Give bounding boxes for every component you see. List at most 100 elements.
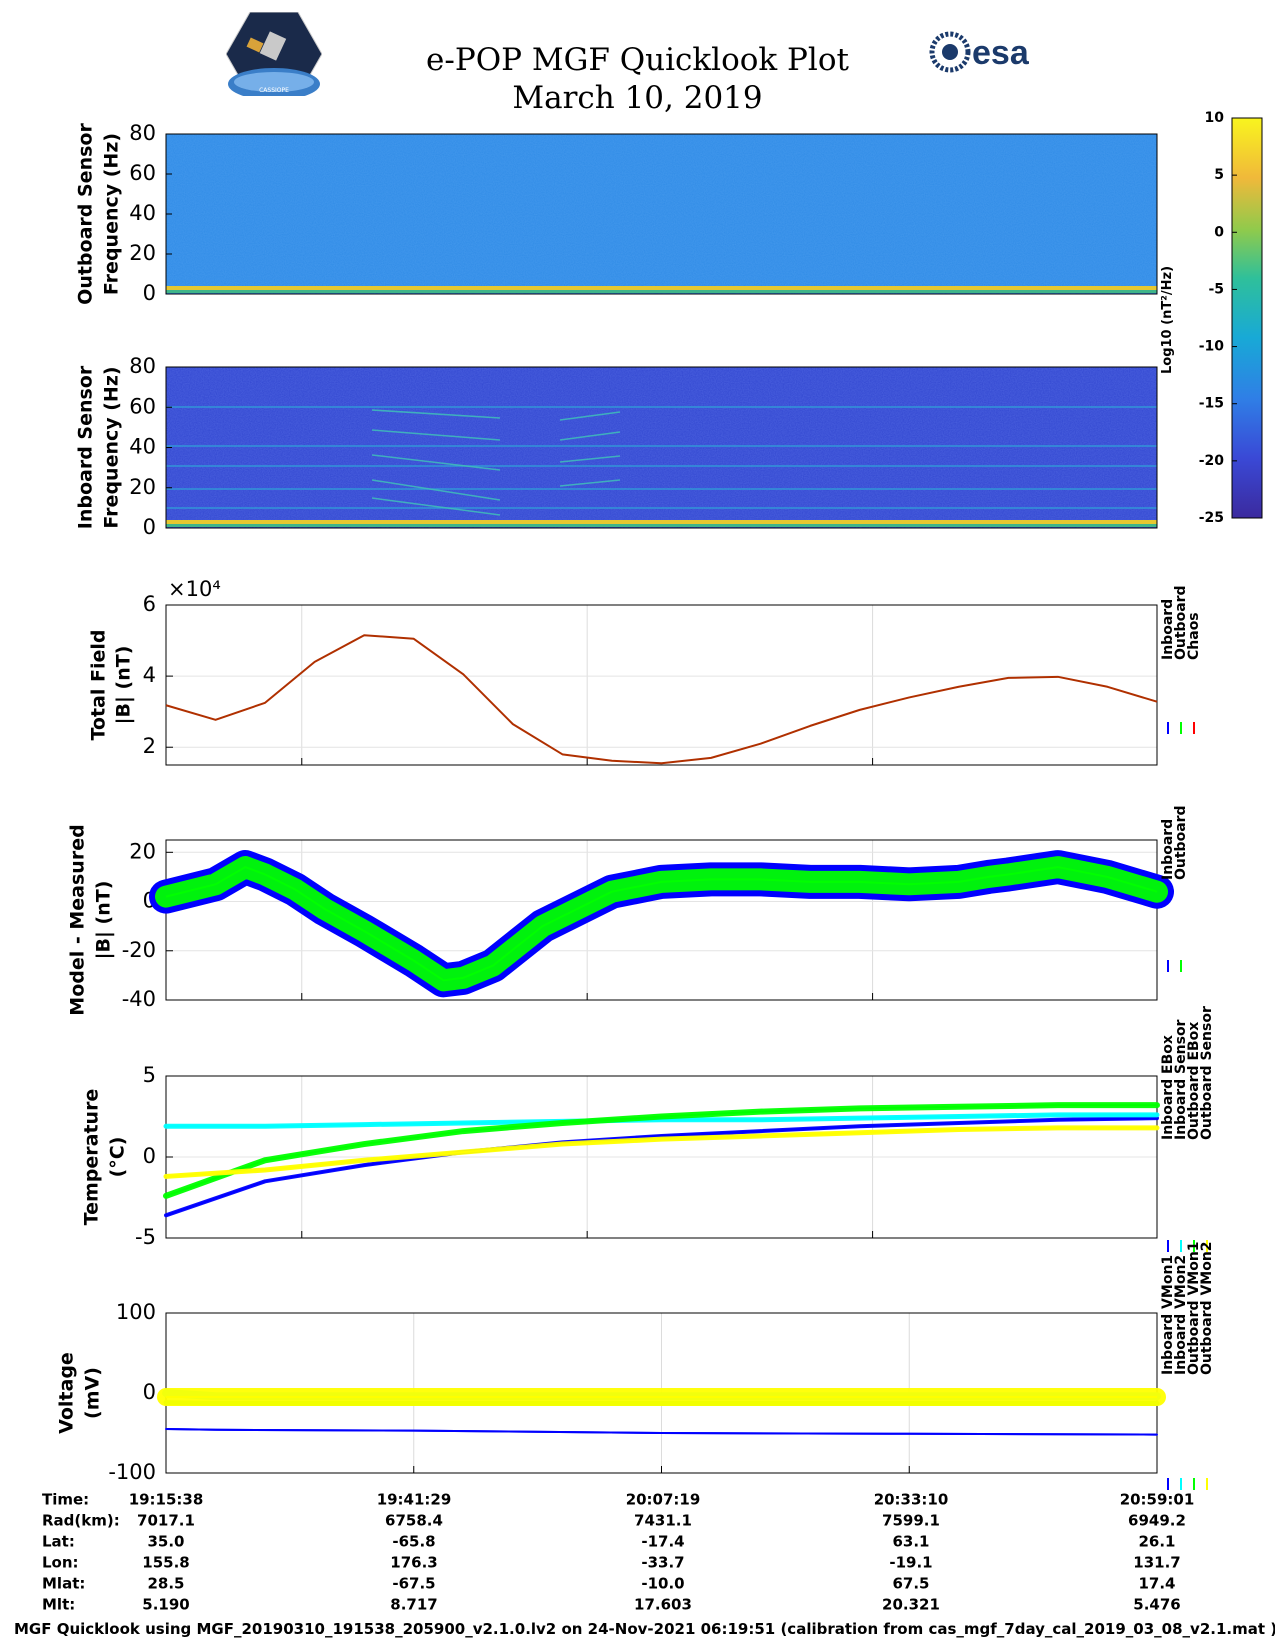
y-axis-label: Inboard Sensor	[75, 365, 97, 529]
table-cell: 63.1	[892, 1533, 929, 1551]
plot-frame	[165, 604, 1158, 766]
table-cell: 17.4	[1138, 1575, 1175, 1593]
footer-caption: MGF Quicklook using MGF_20190310_191538_…	[14, 1620, 1275, 1638]
y-axis-label: (mV)	[82, 1367, 104, 1419]
table-cell: -67.5	[392, 1575, 435, 1593]
y-axis-exponent: ×10⁴	[168, 577, 221, 601]
y-tick-label: -100	[108, 1460, 156, 1484]
y-tick-label: 40	[129, 435, 156, 459]
table-cell: 5.190	[142, 1596, 189, 1614]
y-tick-label: 80	[129, 121, 156, 145]
y-tick-label: -40	[122, 987, 156, 1011]
cassiope-logo: CASSIOPE	[226, 12, 322, 96]
y-tick-label: 0	[143, 281, 156, 305]
y-tick-label: 20	[129, 839, 156, 863]
colorbar-tick-label: 0	[1214, 224, 1224, 240]
legend-label: Inboard Sensor	[1173, 1019, 1189, 1140]
y-axis-label: Temperature	[81, 1089, 103, 1226]
outboard-spectrogram-panel: 0 20 40 60 80 Outboard Sensor Frequency (Hz)	[75, 121, 1158, 305]
table-cell: 19:41:29	[377, 1491, 452, 1509]
y-axis-label: Total Field	[88, 629, 110, 740]
table-cell: -65.8	[392, 1533, 435, 1551]
table-row-label: Mlat:	[42, 1575, 85, 1593]
y-tick-label: 40	[129, 201, 156, 225]
table-cell: -33.7	[641, 1554, 684, 1572]
legend-label: Inboard VMon1	[1160, 1255, 1176, 1375]
table-row-label: Lon:	[42, 1554, 79, 1572]
y-tick-label: 0	[143, 515, 156, 539]
y-axis-label: Frequency (Hz)	[101, 133, 123, 295]
legend-label: Outboard VMon2	[1199, 1241, 1215, 1375]
colorbar: 10 5 0 -5 -10 -15 -20 -25 Log10 (nT²/Hz)	[1160, 110, 1263, 526]
plot-title: e-POP MGF Quicklook Plot	[426, 42, 849, 78]
table-cell: 176.3	[390, 1554, 437, 1572]
table-cell: 20:07:19	[626, 1491, 701, 1509]
y-tick-label: 80	[129, 354, 156, 378]
y-tick-label: 0	[143, 1144, 156, 1168]
legend-label: Outboard VMon1	[1186, 1241, 1202, 1375]
colorbar-tick-label: -25	[1199, 510, 1224, 526]
legend-label: Chaos	[1186, 612, 1202, 660]
inboard-spectrogram-axis: 0 20 40 60 80 Inboard Sensor Frequency (Hz)	[75, 354, 172, 539]
ephemeris-table: Time: Rad(km): Lat: Lon: Mlat: Mlt: 19:15:38 70…	[42, 1491, 1194, 1614]
table-cell: -17.4	[641, 1533, 684, 1551]
colorbar-tick-label: 10	[1205, 110, 1225, 126]
table-row-label: Rad(km):	[42, 1512, 120, 1530]
table-cell: 5.476	[1133, 1596, 1180, 1614]
table-cell: 8.717	[390, 1596, 437, 1614]
y-axis-label: |B| (nT)	[93, 881, 115, 960]
plot-frame	[165, 839, 1158, 1001]
y-tick-label: 5	[143, 1063, 156, 1087]
table-row-label: Mlt:	[42, 1596, 75, 1614]
colorbar-tick-label: -15	[1199, 396, 1224, 412]
table-cell: 26.1	[1138, 1533, 1175, 1551]
voltage-panel: -100 0 100 Voltage (mV) Inboard VMon1Inboard …	[56, 1241, 1215, 1490]
table-cell: 6949.2	[1128, 1512, 1186, 1530]
legend-label: Outboard	[1173, 805, 1189, 880]
series-line-inboard-sensor	[166, 1113, 1157, 1128]
y-tick-label: 60	[129, 161, 156, 185]
legend-label: Inboard	[1160, 819, 1176, 880]
series-line-outboard-ebox	[165, 1104, 1157, 1197]
cassiope-logo-text: CASSIOPE	[259, 87, 289, 94]
y-axis-label: (°C)	[107, 1137, 129, 1178]
table-cell: 20.321	[882, 1596, 940, 1614]
series-line-inboard-vmon1	[165, 1428, 1158, 1436]
table-cell: 35.0	[147, 1533, 184, 1551]
series-line-outboard-sensor	[165, 1126, 1157, 1178]
total-field-panel: 2 4 6 Total Field |B| (nT) ×10⁴ InboardOutboar…	[88, 577, 1202, 766]
table-cell: 20:59:01	[1120, 1491, 1195, 1509]
table-cell: 7017.1	[137, 1512, 195, 1530]
y-tick-label: 60	[129, 394, 156, 418]
legend-label: Outboard Sensor	[1199, 1006, 1215, 1140]
table-cell: 20:33:10	[874, 1491, 949, 1509]
esa-logo-text: esa	[972, 34, 1030, 72]
y-tick-label: 2	[143, 734, 156, 758]
y-axis-label: |B| (nT)	[113, 646, 135, 725]
plot-frame	[165, 1075, 1158, 1239]
colorbar-tick-label: 5	[1214, 167, 1224, 183]
table-row-label: Time:	[42, 1491, 89, 1509]
table-cell: 7599.1	[882, 1512, 940, 1530]
colorbar-label: Log10 (nT²/Hz)	[1160, 266, 1175, 374]
table-cell: 67.5	[892, 1575, 929, 1593]
y-tick-label: 100	[116, 1300, 156, 1324]
table-cell: -19.1	[889, 1554, 932, 1572]
y-axis-label: Voltage	[56, 1352, 78, 1434]
esa-logo: esa	[929, 31, 1030, 73]
colorbar-tick-label: -5	[1208, 281, 1224, 297]
y-tick-label: -5	[135, 1225, 156, 1249]
table-cell: 17.603	[634, 1596, 692, 1614]
legend-label: Inboard	[1160, 599, 1176, 660]
y-tick-label: 6	[143, 592, 156, 616]
colorbar-tick-label: -20	[1199, 453, 1225, 469]
table-cell: 28.5	[147, 1575, 184, 1593]
inboard-spectrogram-panel: 0 20 40 60 80 Inboard Sensor Frequency (Hz)	[75, 354, 1158, 539]
legend-label: Outboard	[1173, 585, 1189, 660]
y-tick-label: 4	[143, 663, 156, 687]
table-cell: 7431.1	[634, 1512, 692, 1530]
table-cell: 19:15:38	[129, 1491, 204, 1509]
plot-area	[165, 604, 1158, 766]
